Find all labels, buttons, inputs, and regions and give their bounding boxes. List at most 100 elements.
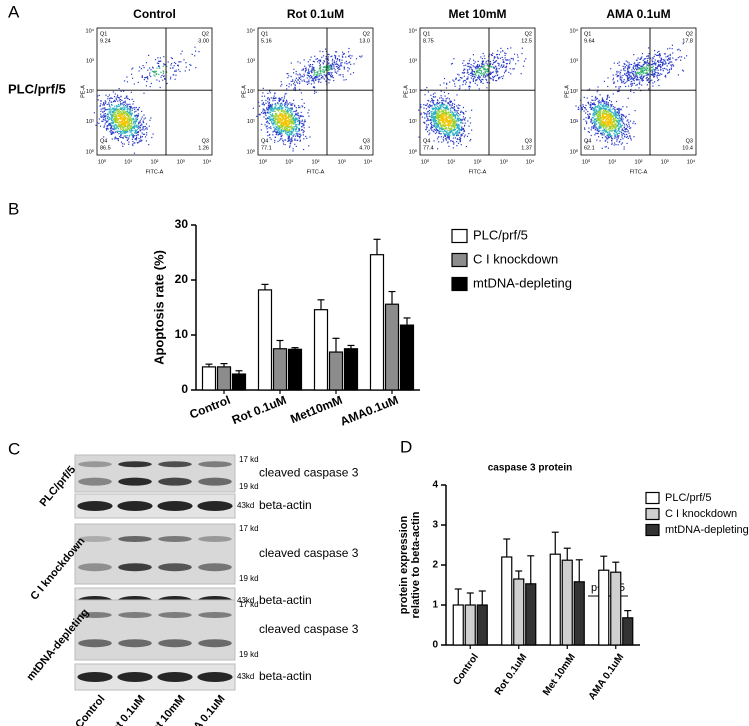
event-dot bbox=[420, 105, 422, 107]
event-dot bbox=[628, 64, 630, 66]
event-dot bbox=[261, 103, 263, 105]
x-tick-label: 10² bbox=[312, 159, 320, 165]
event-dot bbox=[482, 76, 484, 78]
event-dot bbox=[318, 62, 321, 64]
quadrant-label: Q3 bbox=[525, 138, 532, 144]
event-dot bbox=[432, 112, 435, 114]
event-dot bbox=[283, 128, 285, 130]
event-dot bbox=[277, 115, 279, 117]
event-dot bbox=[516, 54, 519, 56]
event-dot bbox=[338, 68, 340, 70]
event-dot bbox=[294, 126, 296, 128]
event-dot bbox=[133, 120, 135, 122]
event-dot bbox=[608, 128, 610, 130]
event-dot bbox=[136, 109, 138, 111]
event-dot bbox=[662, 62, 664, 64]
event-dot bbox=[495, 72, 497, 74]
event-dot bbox=[289, 146, 291, 148]
event-dot bbox=[434, 124, 436, 126]
event-dot bbox=[129, 107, 131, 109]
event-dot bbox=[604, 117, 607, 119]
event-dot bbox=[122, 107, 124, 109]
event-dot bbox=[462, 112, 464, 114]
event-dot bbox=[150, 69, 152, 71]
event-dot bbox=[503, 61, 505, 63]
event-dot bbox=[454, 123, 456, 125]
event-dot bbox=[276, 117, 278, 119]
event-dot bbox=[442, 128, 444, 130]
event-dot bbox=[604, 102, 606, 105]
event-dot bbox=[279, 104, 281, 107]
event-dot bbox=[445, 99, 447, 101]
event-dot bbox=[648, 53, 650, 55]
event-dot bbox=[134, 111, 136, 113]
event-dot bbox=[301, 115, 303, 117]
event-dot bbox=[443, 116, 445, 118]
event-dot bbox=[444, 95, 446, 97]
event-dot bbox=[280, 99, 282, 101]
event-dot bbox=[577, 106, 580, 108]
event-dot bbox=[470, 64, 472, 66]
event-dot bbox=[122, 130, 124, 132]
event-dot bbox=[271, 106, 273, 108]
event-dot bbox=[114, 127, 116, 129]
event-dot bbox=[672, 52, 674, 54]
event-dot bbox=[665, 76, 667, 78]
event-dot bbox=[651, 79, 653, 81]
event-dot bbox=[585, 112, 587, 114]
event-dot bbox=[621, 136, 623, 138]
event-dot bbox=[620, 143, 622, 145]
event-dot bbox=[283, 105, 285, 107]
event-dot bbox=[106, 117, 108, 119]
event-dot bbox=[262, 92, 264, 94]
event-dot bbox=[632, 66, 634, 68]
event-dot bbox=[588, 131, 590, 133]
event-dot bbox=[510, 47, 512, 49]
event-dot bbox=[434, 118, 436, 120]
event-dot bbox=[178, 69, 180, 71]
event-dot bbox=[449, 131, 451, 133]
event-dot bbox=[290, 107, 292, 109]
event-dot bbox=[280, 129, 282, 131]
event-dot bbox=[454, 119, 456, 121]
event-dot bbox=[587, 116, 590, 119]
event-dot bbox=[435, 104, 437, 106]
event-dot bbox=[282, 111, 284, 113]
event-dot bbox=[266, 108, 268, 110]
event-dot bbox=[621, 124, 623, 126]
event-dot bbox=[461, 129, 463, 131]
event-dot bbox=[435, 107, 438, 109]
event-dot bbox=[276, 123, 278, 125]
event-dot bbox=[663, 67, 666, 69]
event-dot bbox=[289, 133, 291, 135]
event-dot bbox=[617, 80, 619, 82]
event-dot bbox=[464, 134, 466, 136]
event-dot bbox=[673, 65, 675, 67]
event-dot bbox=[440, 90, 442, 92]
event-dot bbox=[580, 110, 582, 112]
event-dot bbox=[477, 69, 479, 71]
event-dot bbox=[608, 123, 610, 125]
event-dot bbox=[120, 130, 122, 132]
event-dot bbox=[629, 136, 631, 138]
event-dot bbox=[130, 91, 132, 93]
event-dot bbox=[586, 123, 588, 125]
event-dot bbox=[594, 108, 596, 110]
event-dot bbox=[137, 134, 139, 136]
event-dot bbox=[441, 141, 443, 143]
event-dot bbox=[127, 129, 129, 131]
event-dot bbox=[136, 141, 138, 144]
event-dot bbox=[348, 62, 350, 64]
event-dot bbox=[327, 53, 329, 55]
event-dot bbox=[331, 62, 333, 64]
event-dot bbox=[470, 74, 472, 77]
event-dot bbox=[286, 101, 288, 103]
event-dot bbox=[298, 124, 300, 126]
event-dot bbox=[148, 54, 150, 56]
event-dot bbox=[614, 106, 616, 108]
event-dot bbox=[620, 109, 622, 111]
event-dot bbox=[624, 131, 626, 133]
event-dot bbox=[128, 115, 130, 118]
event-dot bbox=[267, 111, 269, 113]
event-dot bbox=[452, 123, 454, 125]
